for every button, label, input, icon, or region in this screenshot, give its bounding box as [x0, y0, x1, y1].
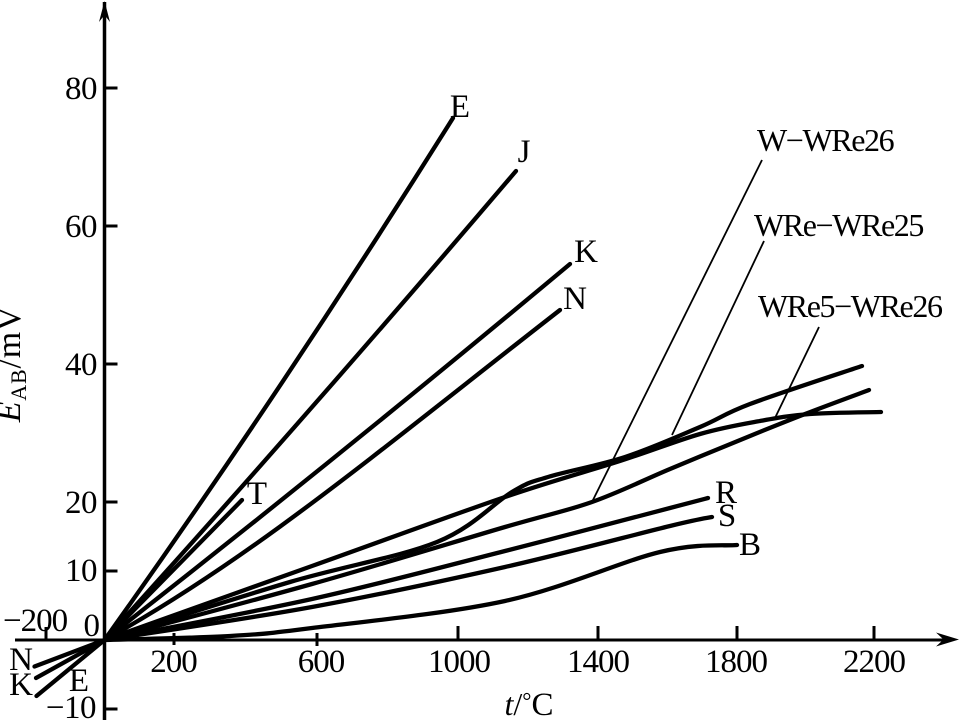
svg-text:1400: 1400 [567, 644, 630, 680]
svg-text:EAB/mV: EAB/mV [0, 306, 31, 424]
svg-text:N: N [563, 281, 587, 317]
svg-text:B: B [739, 527, 761, 563]
svg-text:−10: −10 [46, 690, 96, 720]
svg-text:E: E [450, 89, 470, 125]
svg-text:J: J [518, 134, 531, 170]
svg-text:WRe5−WRe26: WRe5−WRe26 [758, 288, 943, 324]
svg-text:E: E [69, 663, 89, 699]
svg-text:0: 0 [84, 608, 100, 644]
svg-text:60: 60 [65, 209, 97, 245]
svg-text:N: N [9, 642, 33, 678]
svg-text:40: 40 [65, 347, 97, 383]
svg-text:2200: 2200 [843, 644, 906, 680]
svg-text:10: 10 [65, 553, 97, 589]
svg-text:W−WRe26: W−WRe26 [757, 122, 895, 158]
svg-text:200: 200 [150, 644, 197, 680]
svg-text:K: K [9, 667, 33, 703]
svg-text:K: K [574, 234, 598, 270]
svg-text:WRe−WRe25: WRe−WRe25 [754, 207, 923, 243]
svg-text:600: 600 [298, 644, 345, 680]
svg-text:S: S [718, 498, 736, 534]
svg-text:1800: 1800 [705, 644, 768, 680]
svg-text:−200: −200 [3, 603, 68, 639]
svg-text:1000: 1000 [428, 644, 491, 680]
svg-text:R: R [715, 475, 737, 511]
svg-text:80: 80 [65, 71, 97, 107]
svg-text:20: 20 [65, 485, 97, 521]
svg-text:T: T [247, 476, 267, 512]
